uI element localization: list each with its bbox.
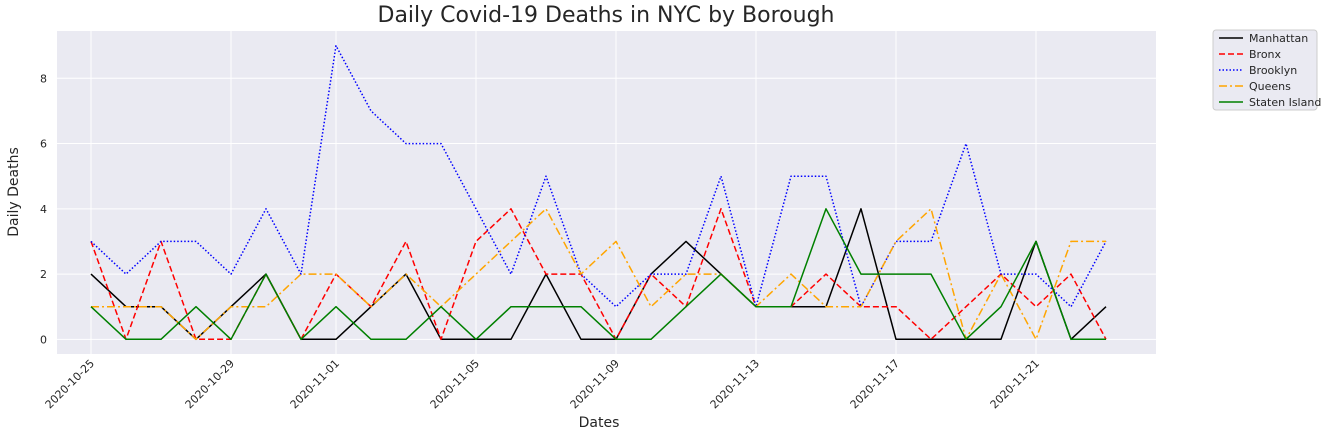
legend-label: Staten Island <box>1249 96 1321 109</box>
x-tick-labels: 2020-10-25 2020-10-29 2020-11-01 2020-11-05… <box>43 357 1042 411</box>
x-tick-label: 2020-11-13 <box>708 357 762 411</box>
x-tick-label: 2020-11-09 <box>568 357 622 411</box>
x-tick-label: 2020-11-05 <box>428 357 482 411</box>
plot-area <box>57 31 1156 354</box>
x-tick-label: 2020-11-21 <box>988 357 1042 411</box>
y-axis-title: Daily Deaths <box>6 147 22 237</box>
y-tick-label: 2 <box>40 268 47 281</box>
legend-label: Brooklyn <box>1249 64 1297 77</box>
chart-title: Daily Covid-19 Deaths in NYC by Borough <box>378 3 835 28</box>
x-axis-title: Dates <box>579 415 620 431</box>
grid <box>57 31 1156 354</box>
y-tick-label: 8 <box>40 72 47 85</box>
x-tick-label: 2020-11-17 <box>848 357 902 411</box>
legend: Manhattan Bronx Brooklyn Queens Staten Islan… <box>1212 29 1321 111</box>
series-line-manhattan <box>90 208 1107 341</box>
legend-label: Queens <box>1249 80 1291 93</box>
legend-label: Manhattan <box>1249 32 1308 45</box>
legend-label: Bronx <box>1249 48 1282 61</box>
y-tick-label: 4 <box>40 203 47 216</box>
y-tick-labels: 0 2 4 6 8 <box>40 72 47 346</box>
x-tick-label: 2020-10-25 <box>43 357 97 411</box>
legend-box <box>1212 29 1318 111</box>
series-line-queens <box>91 208 1106 341</box>
series-lines <box>90 44 1107 341</box>
y-tick-label: 6 <box>40 138 47 151</box>
x-tick-label: 2020-11-01 <box>288 357 342 411</box>
x-tick-label: 2020-10-29 <box>183 357 237 411</box>
y-tick-label: 0 <box>40 333 47 346</box>
series-line-staten-island <box>90 208 1106 341</box>
